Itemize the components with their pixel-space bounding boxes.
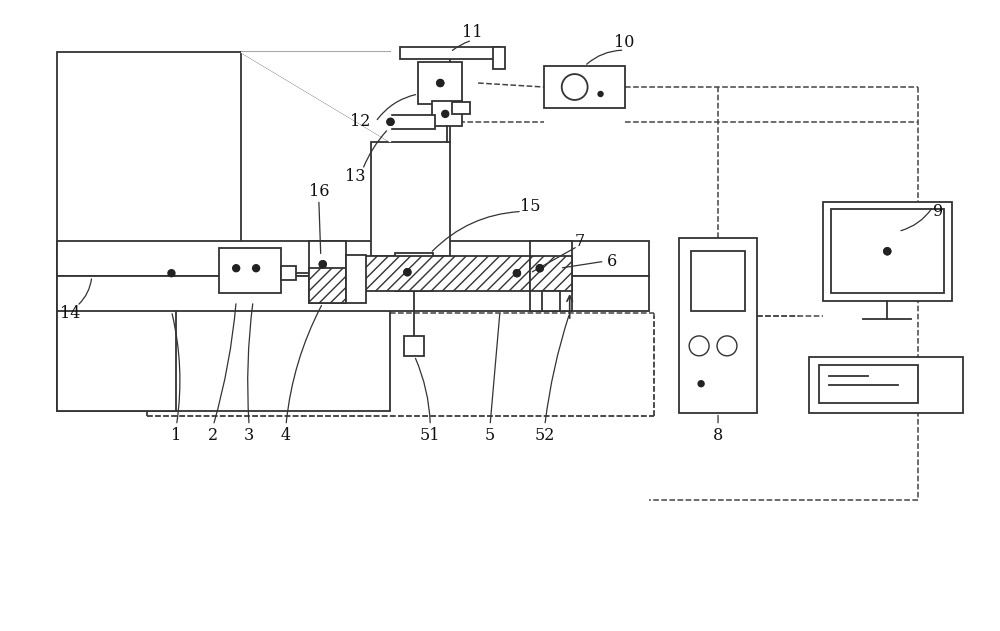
Text: 9: 9 [933,203,943,220]
Text: 6: 6 [606,253,617,269]
Circle shape [536,265,543,272]
Circle shape [404,269,411,276]
Circle shape [513,269,520,276]
Bar [400,47,500,59]
Circle shape [233,265,240,272]
Text: 51: 51 [420,427,441,444]
Bar [831,209,944,293]
Bar [57,276,649,311]
Text: 12: 12 [350,114,371,131]
Circle shape [319,261,326,268]
Bar [381,115,435,129]
Circle shape [437,80,444,86]
Circle shape [536,265,543,272]
Circle shape [884,248,891,255]
Circle shape [884,248,891,255]
Bar [809,357,963,413]
Bar [530,256,572,291]
Text: 8: 8 [713,427,723,444]
Circle shape [717,336,737,356]
Bar [823,201,952,301]
Bar [691,251,745,311]
Circle shape [513,269,520,276]
Circle shape [562,74,588,100]
Circle shape [698,380,704,387]
Polygon shape [241,52,390,142]
Bar [418,62,462,104]
Circle shape [598,91,603,97]
Text: 13: 13 [345,168,366,185]
Circle shape [319,261,326,268]
Circle shape [437,80,444,86]
Text: 15: 15 [520,198,540,215]
Circle shape [404,269,411,276]
Bar [395,253,433,291]
Bar [281,266,296,280]
Bar [432,101,462,126]
Bar [819,365,918,403]
Bar [57,241,649,276]
Bar [679,239,757,413]
Text: 5: 5 [485,427,495,444]
Bar [219,248,281,293]
Text: 7: 7 [575,233,585,250]
Bar [452,102,470,114]
Bar [404,336,424,356]
Bar [530,241,572,311]
Bar [542,291,560,311]
Text: 2: 2 [208,427,218,444]
Bar [57,52,390,261]
Text: 4: 4 [281,427,291,444]
Bar [309,241,346,303]
Text: 3: 3 [244,427,254,444]
Text: 11: 11 [462,24,482,41]
Bar [371,142,450,256]
Bar [57,261,176,411]
Bar [544,66,625,108]
Bar [346,256,366,303]
Circle shape [387,119,394,126]
Bar [309,268,346,303]
Bar [493,47,505,69]
Circle shape [168,269,175,276]
Bar [57,261,390,411]
Text: 14: 14 [60,305,80,322]
Text: 52: 52 [535,427,555,444]
Circle shape [253,265,260,272]
Bar [346,256,530,291]
Text: 16: 16 [309,183,329,200]
Circle shape [442,110,449,117]
Text: 10: 10 [614,33,635,50]
Circle shape [387,119,394,126]
Circle shape [689,336,709,356]
Text: 1: 1 [171,427,182,444]
